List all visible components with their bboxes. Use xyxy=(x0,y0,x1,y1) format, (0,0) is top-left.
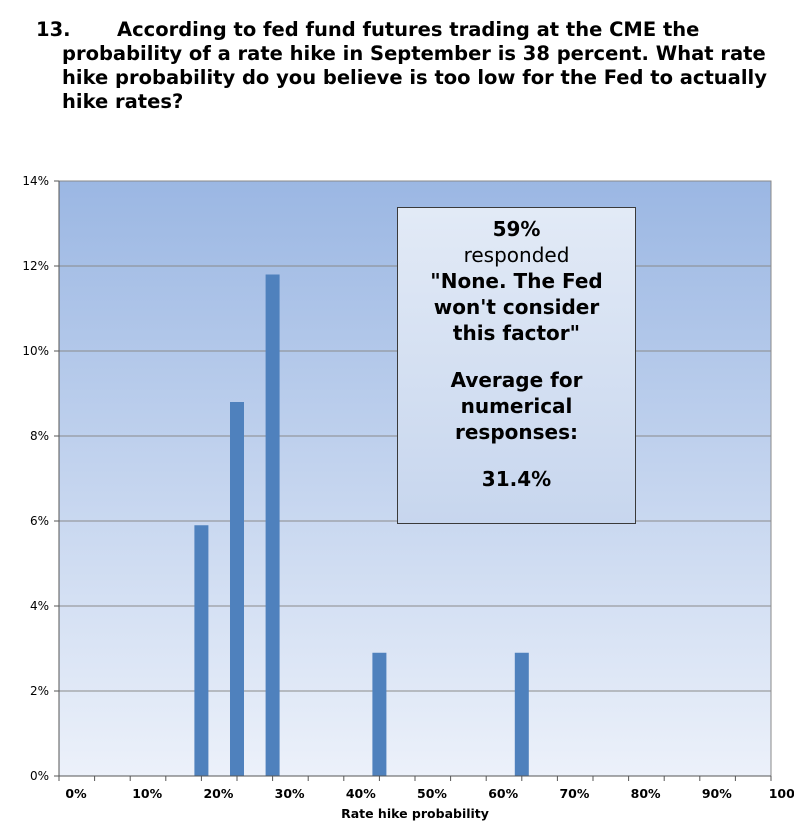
x-tick-label: 90% xyxy=(702,786,732,801)
x-tick-label: 80% xyxy=(631,786,661,801)
x-tick-label: 100% xyxy=(769,786,794,801)
y-tick-label: 2% xyxy=(30,684,49,698)
callout-average-label: Average for numerical responses: xyxy=(450,368,583,444)
bar xyxy=(372,652,387,776)
y-tick-label: 12% xyxy=(22,259,49,273)
bar xyxy=(514,652,529,776)
bar xyxy=(194,525,209,776)
x-tick-label: 30% xyxy=(275,786,305,801)
x-tick-label: 20% xyxy=(203,786,233,801)
y-axis-ticks: 0% 2% 4% 6% 8% 10% 12% 14% xyxy=(22,174,59,783)
x-tick-label: 0% xyxy=(65,786,87,801)
y-tick-label: 6% xyxy=(30,514,49,528)
y-tick-label: 8% xyxy=(30,429,49,443)
bars xyxy=(194,274,529,776)
x-tick-label: 50% xyxy=(417,786,447,801)
x-tick-label: 70% xyxy=(559,786,589,801)
x-axis-ticks: 0% 10% 20% 30% 40% 50% 60% 70% 80% 90% 100% xyxy=(58,776,794,801)
y-tick-label: 4% xyxy=(30,599,49,613)
bar xyxy=(230,402,244,776)
callout-average-value: 31.4% xyxy=(481,467,552,491)
question-number: 13. xyxy=(36,18,71,41)
summary-callout: 59% responded "None. The Fed won't consi… xyxy=(397,207,636,524)
x-tick-label: 40% xyxy=(346,786,376,801)
x-tick-label: 10% xyxy=(132,786,162,801)
y-tick-label: 10% xyxy=(22,344,49,358)
question-text: According to fed fund futures trading at… xyxy=(62,18,767,113)
x-axis-title: Rate hike probability xyxy=(341,806,489,821)
y-tick-label: 14% xyxy=(22,174,49,188)
bar xyxy=(265,274,280,776)
callout-quote: "None. The Fed won't consider this facto… xyxy=(430,269,603,345)
y-tick-label: 0% xyxy=(30,769,49,783)
callout-responded: responded xyxy=(463,243,570,267)
callout-percent: 59% xyxy=(492,217,541,241)
x-tick-label: 60% xyxy=(488,786,518,801)
